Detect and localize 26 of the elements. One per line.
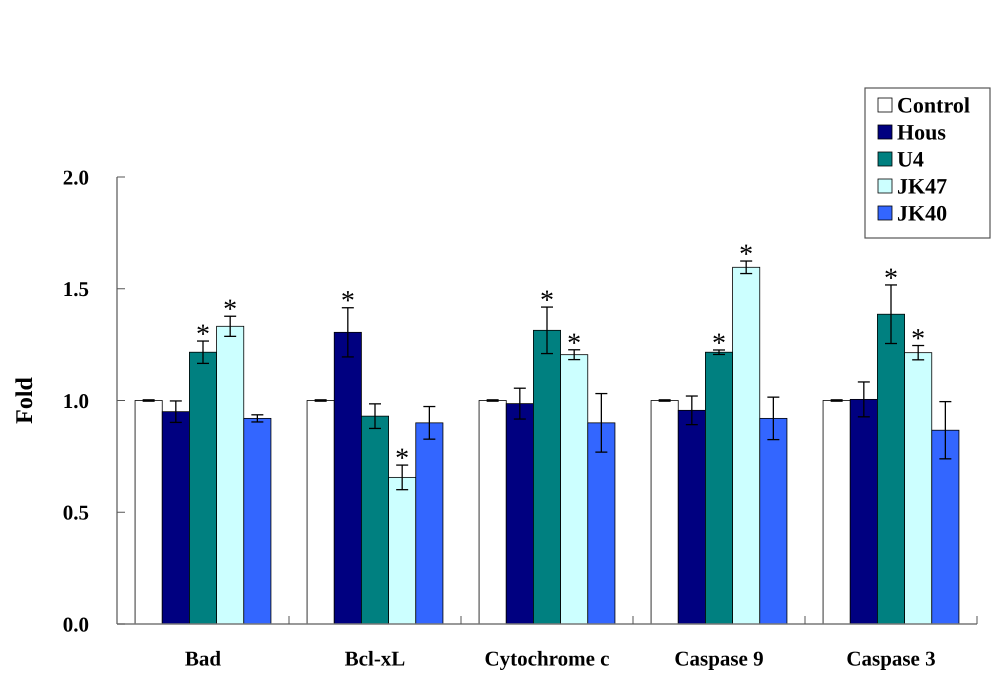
data-label: * bbox=[395, 443, 410, 474]
y-tick-label: 0.5 bbox=[62, 500, 89, 525]
y-tick-label: 1.5 bbox=[62, 277, 89, 302]
y-axis-title: Fold bbox=[12, 376, 38, 424]
data-label: * bbox=[223, 294, 238, 326]
x-tick-label: Caspase 9 bbox=[674, 646, 764, 670]
data-label: * bbox=[739, 239, 754, 270]
x-tick-label: Bad bbox=[184, 646, 222, 670]
legend-label: JK40 bbox=[897, 200, 948, 226]
data-label: * bbox=[540, 285, 554, 316]
x-tick-label: Bcl-xL bbox=[344, 646, 406, 670]
legend-label: JK47 bbox=[897, 174, 948, 199]
y-tick-label: 2.0 bbox=[62, 165, 89, 190]
legend-label: Control bbox=[897, 92, 970, 118]
legend-label: U4 bbox=[897, 146, 924, 172]
data-label: * bbox=[567, 328, 582, 359]
data-label: * bbox=[712, 328, 726, 359]
data-label: * bbox=[911, 324, 926, 355]
y-tick-label: 1.0 bbox=[62, 388, 89, 413]
data-label: * bbox=[884, 262, 898, 294]
x-tick-label: Caspase 3 bbox=[846, 646, 936, 670]
data-label: * bbox=[196, 319, 210, 350]
x-tick-label: Cytochrome c bbox=[484, 646, 610, 670]
legend-label: Hous bbox=[897, 120, 946, 145]
data-label: * bbox=[340, 286, 355, 317]
y-tick-label: 0.0 bbox=[62, 612, 89, 636]
